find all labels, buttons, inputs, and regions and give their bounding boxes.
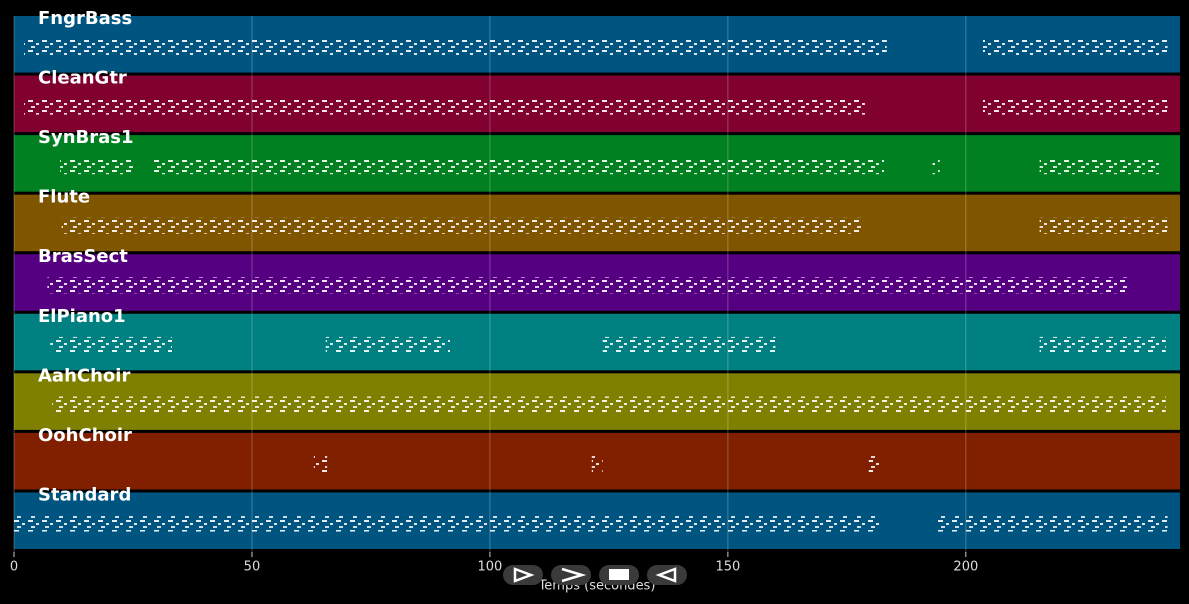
note-span [1039,158,1162,175]
note-span [982,39,1168,56]
play-icon [513,567,535,583]
note-span [50,336,173,353]
note-span [602,336,776,353]
note-span [14,515,881,532]
note-span [591,455,603,472]
note-span [47,277,1128,294]
note-span [23,98,868,115]
note-span [937,515,1168,532]
note-span [868,455,881,472]
x-tick-label: 150 [715,560,740,575]
note-span [61,217,862,234]
x-tick-label: 0 [10,560,18,575]
note-span [932,158,940,175]
play-button[interactable] [503,565,543,585]
track-name: Flute [38,187,90,208]
note-span [1039,217,1168,234]
track-name: CleanGtr [38,68,127,89]
note-span [60,158,133,175]
note-span [1039,336,1166,353]
track-name: AahChoir [38,365,130,386]
back-button[interactable] [647,565,687,585]
forward-icon [561,567,587,583]
note-span [982,98,1168,115]
x-tick-label: 100 [478,560,503,575]
x-tick-label: 200 [953,560,978,575]
stop-icon [609,569,629,580]
note-span [313,455,328,472]
track-name: ElPiano1 [38,306,126,327]
note-span [52,396,1166,413]
track-name: OohChoir [38,425,132,446]
playback-controls [503,565,687,585]
x-tick-label: 50 [244,560,261,575]
track-name: Standard [38,484,131,505]
track-name: BrasSect [38,246,128,267]
forward-button[interactable] [551,565,591,585]
note-span [152,158,884,175]
track-name: FngrBass [38,8,132,29]
track-background [14,313,1180,371]
note-span [325,336,450,353]
track-name: SynBras1 [38,127,134,148]
note-span [23,39,887,56]
back-icon [655,567,677,583]
